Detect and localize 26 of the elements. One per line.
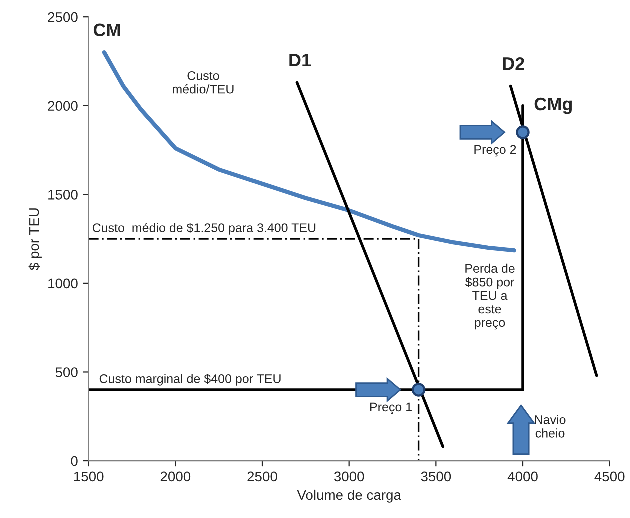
x-tick-label: 3000 — [334, 472, 364, 482]
annotation: Perda de $850 por TEU a este preço — [465, 264, 515, 330]
annotation: Preço 1 — [370, 402, 412, 414]
series-label: CMg — [534, 98, 572, 114]
x-tick-label: 4500 — [594, 472, 625, 482]
y-axis-title: $ por TEU — [28, 208, 42, 270]
annotation: Custo médio de $1.250 para 3.400 TEU — [92, 223, 316, 235]
series-label: CM — [94, 24, 120, 37]
x-tick-label: 2500 — [248, 472, 278, 482]
annotation: Navio cheio — [535, 415, 566, 438]
annotation: Custo marginal de $400 por TEU — [100, 374, 281, 386]
x-tick-label: 2000 — [160, 472, 191, 482]
series-label: D2 — [503, 57, 524, 70]
y-tick-label: 2500 — [48, 12, 78, 22]
x-tick-label: 3500 — [421, 472, 452, 482]
y-tick-label: 1500 — [48, 190, 78, 200]
y-tick-label: 500 — [56, 368, 78, 378]
series-label: D1 — [290, 54, 312, 67]
x-tick-label: 1500 — [74, 472, 104, 482]
x-tick-label: 4000 — [508, 472, 538, 482]
annotation: Custo médio/TEU — [173, 71, 234, 94]
y-tick-label: 1000 — [48, 278, 78, 289]
x-axis-title: Volume de carga — [297, 490, 402, 503]
annotation: Preço 2 — [474, 145, 516, 157]
y-tick-label: 2000 — [48, 101, 78, 112]
y-tick-label: 0 — [71, 456, 78, 466]
